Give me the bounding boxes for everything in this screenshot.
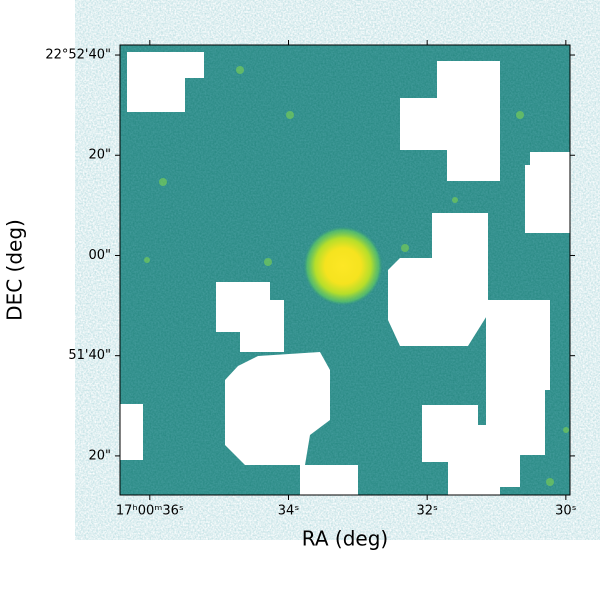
y-tick-label: 51'40" <box>68 348 111 363</box>
x-tick-label: 32ˢ <box>416 504 438 519</box>
y-tick-label: 20" <box>88 148 111 163</box>
y-tick-label: 00" <box>88 248 111 263</box>
sky-image <box>120 45 570 495</box>
axes-frame <box>119 44 571 496</box>
x-axis-label: RA (deg) <box>302 527 388 551</box>
y-tick-label: 22°52'40" <box>45 48 111 63</box>
y-tick-label: 20" <box>88 448 111 463</box>
x-tick-label: 34ˢ <box>278 504 300 519</box>
x-tick-label: 30ˢ <box>555 504 577 519</box>
y-axis-label: DEC (deg) <box>3 219 27 321</box>
x-tick-label: 17ʰ00ᵐ36ˢ <box>116 504 184 519</box>
